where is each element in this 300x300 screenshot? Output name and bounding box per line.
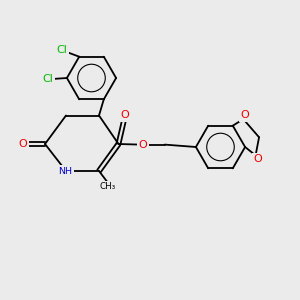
Text: O: O [139, 140, 148, 150]
Text: O: O [253, 154, 262, 164]
Text: O: O [18, 139, 27, 149]
Text: O: O [121, 110, 130, 121]
Text: Cl: Cl [56, 45, 67, 55]
Text: O: O [241, 110, 250, 121]
Text: Cl: Cl [43, 74, 54, 85]
Text: NH: NH [58, 167, 72, 176]
Text: CH₃: CH₃ [99, 182, 116, 191]
